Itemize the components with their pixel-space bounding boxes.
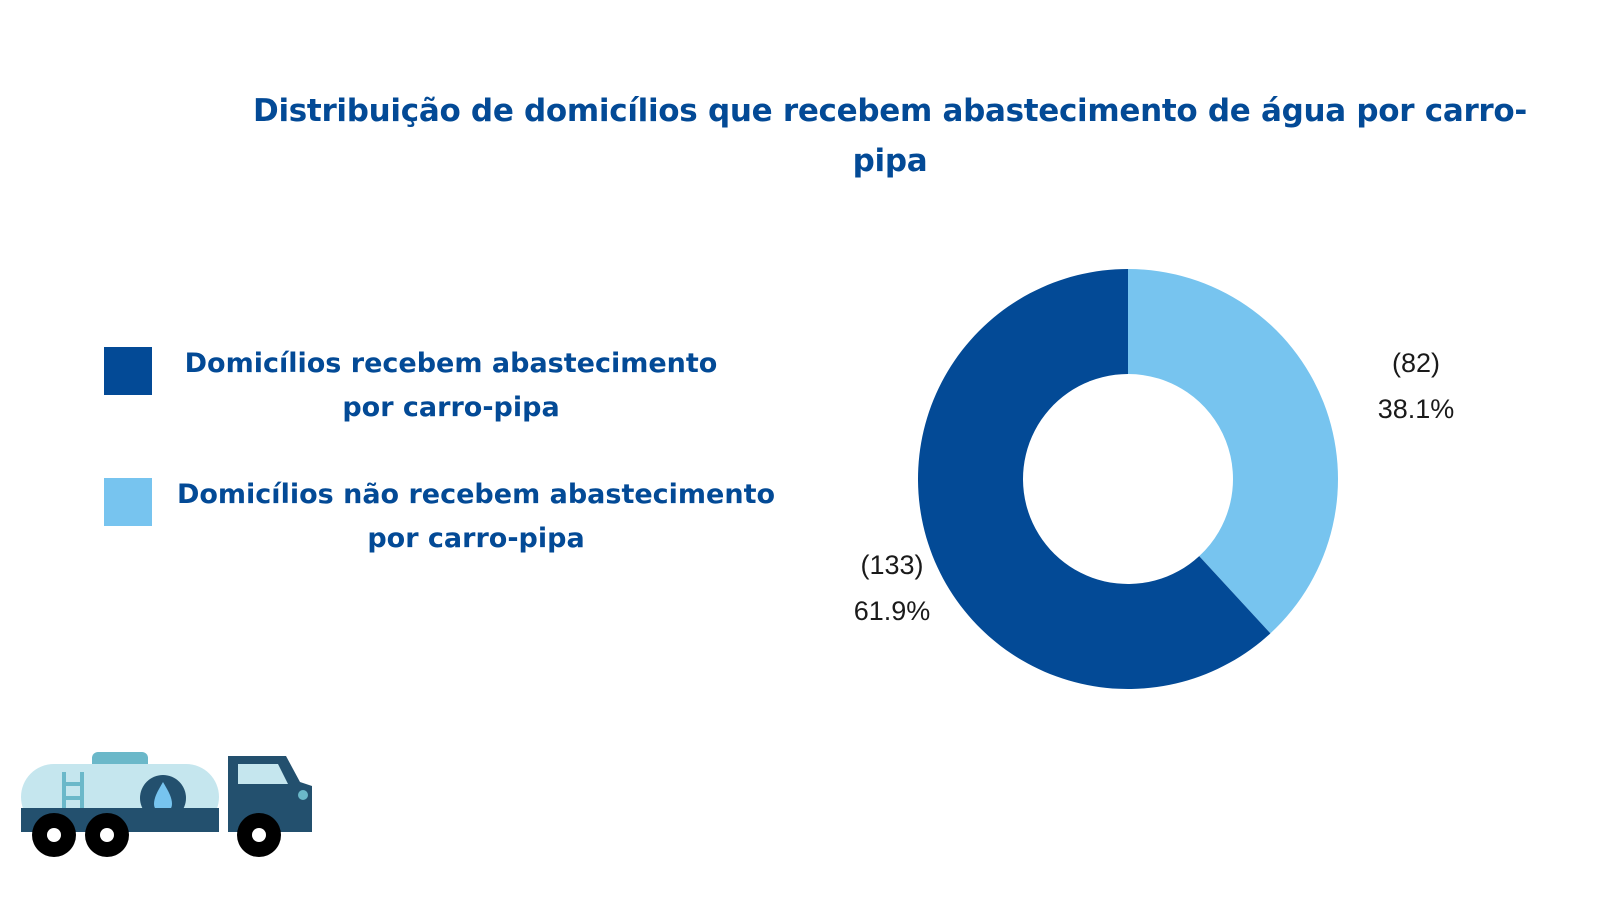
water-tanker-truck-icon — [21, 752, 312, 857]
wheels — [32, 813, 281, 857]
data-label-percent-1: 38.1% — [1378, 394, 1455, 424]
legend-item-not-receives: Domicílios não recebem abastecimento por… — [104, 478, 786, 561]
data-label-count-0: (133) — [860, 550, 923, 580]
donut-slice-0 — [918, 269, 1271, 689]
legend-swatch-light-blue — [104, 478, 152, 526]
donut-slice-1 — [1128, 269, 1339, 634]
legend-item-receives: Domicílios recebem abastecimento por car… — [104, 347, 736, 430]
chart-title: Distribuição de domicílios que recebem a… — [253, 93, 1527, 179]
headlight-icon — [298, 790, 308, 800]
cab-window — [238, 764, 288, 784]
legend-swatch-dark-blue — [104, 347, 152, 395]
water-drop-icon — [154, 782, 172, 813]
legend-label-receives: Domicílios recebem abastecimento por car… — [184, 348, 718, 423]
data-label-count-1: (82) — [1392, 348, 1440, 378]
data-label-percent-0: 61.9% — [854, 596, 931, 626]
donut-slices — [918, 269, 1339, 689]
legend-label-not-receives: Domicílios não recebem abastecimento por… — [176, 479, 776, 554]
